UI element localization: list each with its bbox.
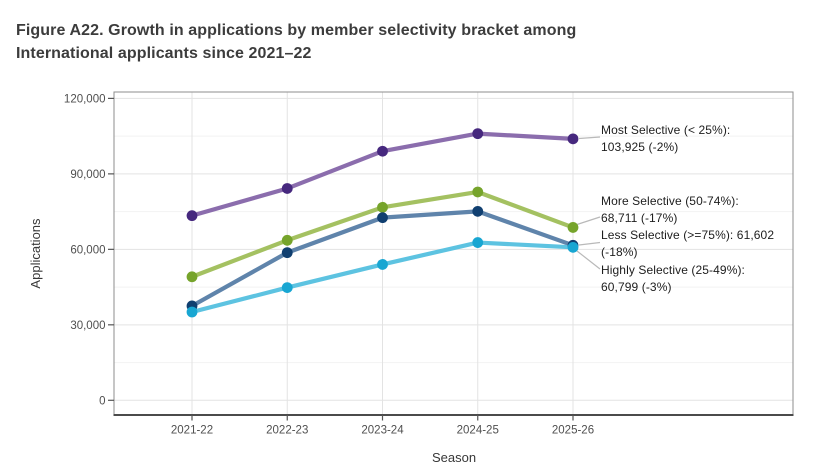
point-more-selective xyxy=(281,234,293,246)
point-less-selective xyxy=(281,247,293,259)
point-more-selective xyxy=(377,201,388,213)
point-highly-selective xyxy=(472,237,484,248)
point-most-selective xyxy=(377,145,388,157)
x-tick-label: 2023-24 xyxy=(361,425,404,437)
y-tick-label: 0 xyxy=(99,395,105,407)
point-more-selective xyxy=(567,222,579,233)
point-most-selective xyxy=(186,210,198,222)
series-points xyxy=(186,128,579,318)
x-axis-title: Season xyxy=(432,450,476,465)
axis-ticks xyxy=(108,97,574,421)
annotation-leader-lines xyxy=(576,136,601,270)
point-less-selective xyxy=(472,205,484,217)
panel-border xyxy=(113,91,794,416)
figure-title-line-1: Figure A22. Growth in applications by me… xyxy=(16,22,577,39)
x-tick-label: 2022-23 xyxy=(266,425,308,437)
point-less-selective xyxy=(377,212,388,224)
point-highly-selective xyxy=(186,306,198,318)
y-tick-label: 30,000 xyxy=(70,320,105,332)
x-tick-label: 2025-26 xyxy=(552,425,594,437)
point-highly-selective xyxy=(567,241,579,253)
point-highly-selective xyxy=(281,282,293,293)
point-more-selective xyxy=(186,271,198,283)
y-tick-label: 90,000 xyxy=(70,169,105,181)
point-more-selective xyxy=(472,186,484,198)
point-most-selective xyxy=(281,183,293,194)
figure-title: Figure A22. Growth in applications by me… xyxy=(16,19,576,65)
y-tick-label: 120,000 xyxy=(64,93,106,105)
point-most-selective xyxy=(567,133,579,145)
gridlines xyxy=(114,92,793,415)
y-axis-title: Applications xyxy=(28,218,43,289)
x-tick-label: 2024-25 xyxy=(457,425,499,437)
point-most-selective xyxy=(472,128,484,140)
y-tick-label: 60,000 xyxy=(70,244,105,256)
figure-title-line-2: International applicants since 2021–22 xyxy=(16,45,312,62)
point-highly-selective xyxy=(377,259,388,270)
axis-tick-labels: 0 30,000 60,000 90,000 120,000 2021-22 2022-23… xyxy=(64,93,594,436)
x-tick-label: 2021-22 xyxy=(171,425,213,437)
